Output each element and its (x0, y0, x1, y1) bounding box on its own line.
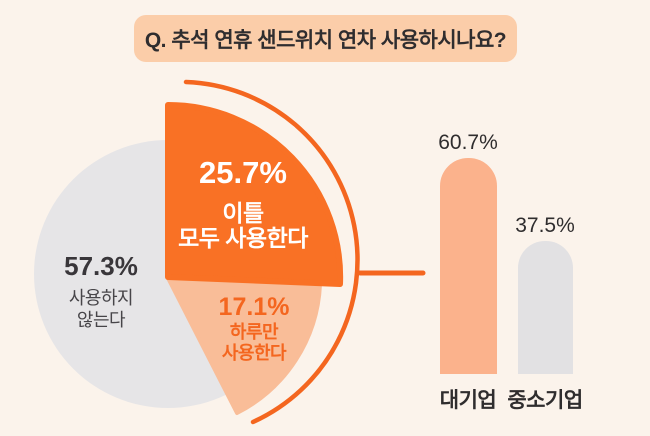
slice-two-days-text-line1: 이틀 (222, 200, 264, 226)
slice-none-text-line2: 않는다 (76, 310, 126, 330)
slice-label-one-day: 17.1% 하루만 사용한다 (184, 294, 324, 364)
slice-none-text-line1: 사용하지 (68, 288, 134, 308)
highlight-arc (183, 79, 360, 425)
question-title: Q. 추석 연휴 샌드위치 연차 사용하시나요? (144, 28, 507, 52)
bar-category-sme: 중소기업 (507, 389, 583, 412)
slice-two-days-percent: 25.7% (199, 155, 287, 190)
slice-none-percent: 57.3% (64, 251, 138, 281)
question-banner: Q. 추석 연휴 샌드위치 연차 사용하시나요? (134, 15, 517, 62)
slice-one-day-text-line1: 하루만 (229, 322, 279, 342)
bar-sme (518, 241, 573, 374)
bar-category-large-company: 대기업 (439, 389, 497, 412)
pie-slice-two-days (165, 101, 344, 287)
bar-large-company (440, 158, 497, 374)
slice-label-none: 57.3% 사용하지 않는다 (31, 253, 171, 331)
bar-value-sme: 37.5% (515, 214, 575, 237)
slice-one-day-text-line2: 사용한다 (221, 343, 287, 363)
slice-one-day-percent: 17.1% (218, 293, 290, 321)
pie-slice-one-day (166, 276, 322, 415)
slice-two-days-text-line2: 모두 사용한다 (178, 225, 308, 251)
bar-value-large-company: 60.7% (438, 131, 498, 154)
slice-label-two-days: 25.7% 이틀 모두 사용한다 (168, 157, 318, 251)
